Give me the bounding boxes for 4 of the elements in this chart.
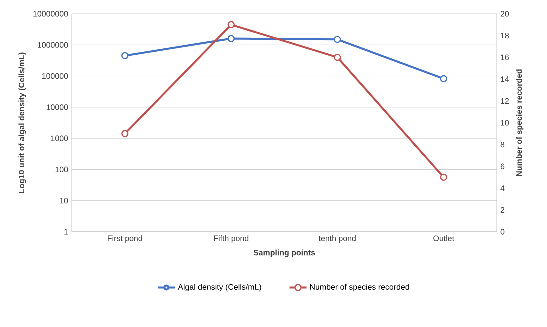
point [440,75,448,83]
point [334,36,342,44]
point [122,52,129,60]
point [228,35,235,42]
